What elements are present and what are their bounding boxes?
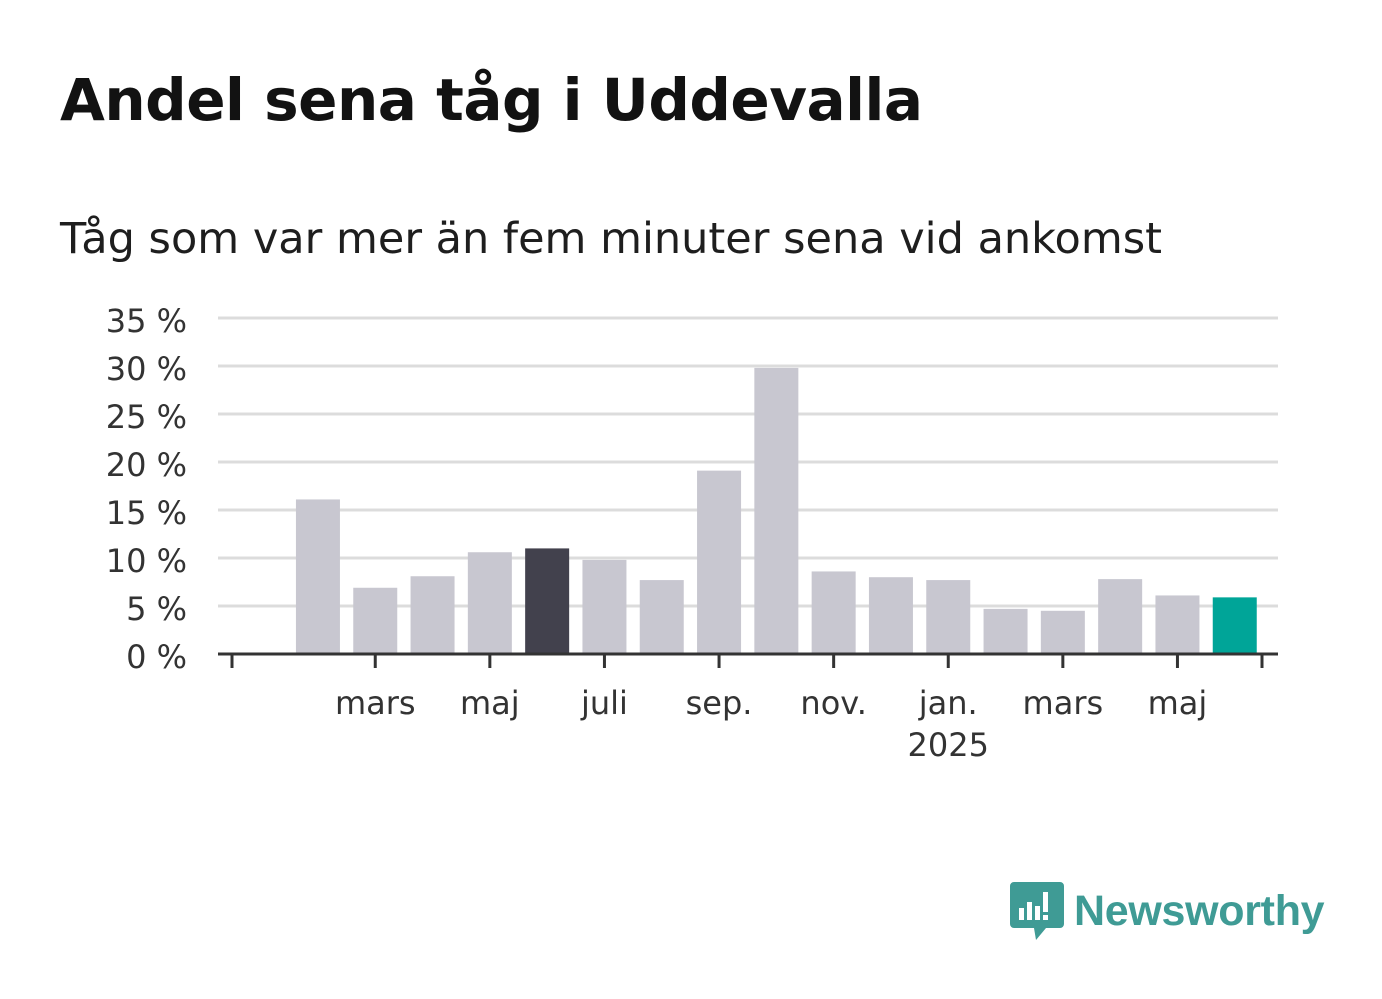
bar: [582, 559, 627, 654]
x-tick-label: jan.: [918, 684, 978, 722]
bar: [1212, 597, 1257, 654]
bar: [353, 587, 398, 654]
bar: [811, 571, 856, 654]
y-axis-ticks: 0 % 5 % 10 % 15 % 20 % 25 % 30 % 35 %: [106, 302, 187, 676]
x-axis: mars maj juli sep. nov. jan. 2025 mars maj: [218, 652, 1278, 764]
bar: [295, 499, 340, 654]
newsworthy-logo: Newsworthy: [1010, 880, 1325, 942]
y-tick-label: 0 %: [126, 638, 187, 676]
bar: [868, 577, 913, 654]
x-tick-label: juli: [580, 684, 628, 722]
y-tick-label: 5 %: [126, 590, 187, 628]
bar: [983, 608, 1028, 654]
bars: [295, 367, 1257, 654]
y-tick-label: 15 %: [106, 494, 187, 532]
bar: [525, 548, 570, 654]
bar: [926, 580, 971, 654]
grid-lines: [218, 316, 1278, 608]
x-tick-label: nov.: [800, 684, 866, 722]
chart-title: Andel sena tåg i Uddevalla: [60, 66, 923, 134]
bar: [1098, 579, 1143, 654]
y-tick-label: 20 %: [106, 446, 187, 484]
y-tick-label: 25 %: [106, 398, 187, 436]
newsworthy-logo-icon: [1010, 882, 1064, 940]
x-tick-sublabel: 2025: [908, 726, 989, 764]
bar: [754, 367, 799, 654]
bar: [1155, 595, 1200, 654]
brand-name: Newsworthy: [1074, 886, 1325, 935]
bar: [410, 576, 455, 654]
bar: [639, 580, 684, 654]
x-tick-label: mars: [335, 684, 416, 722]
x-tick-label: maj: [1148, 684, 1208, 722]
bar: [467, 552, 512, 654]
x-tick-label: maj: [460, 684, 520, 722]
y-tick-label: 10 %: [106, 542, 187, 580]
bar: [1040, 610, 1085, 654]
chart-subtitle: Tåg som var mer än fem minuter sena vid …: [60, 214, 1163, 264]
y-tick-label: 30 %: [106, 350, 187, 388]
x-tick-label: sep.: [686, 684, 753, 722]
y-tick-label: 35 %: [106, 302, 187, 340]
bar: [697, 470, 742, 654]
x-tick-label: mars: [1023, 684, 1104, 722]
